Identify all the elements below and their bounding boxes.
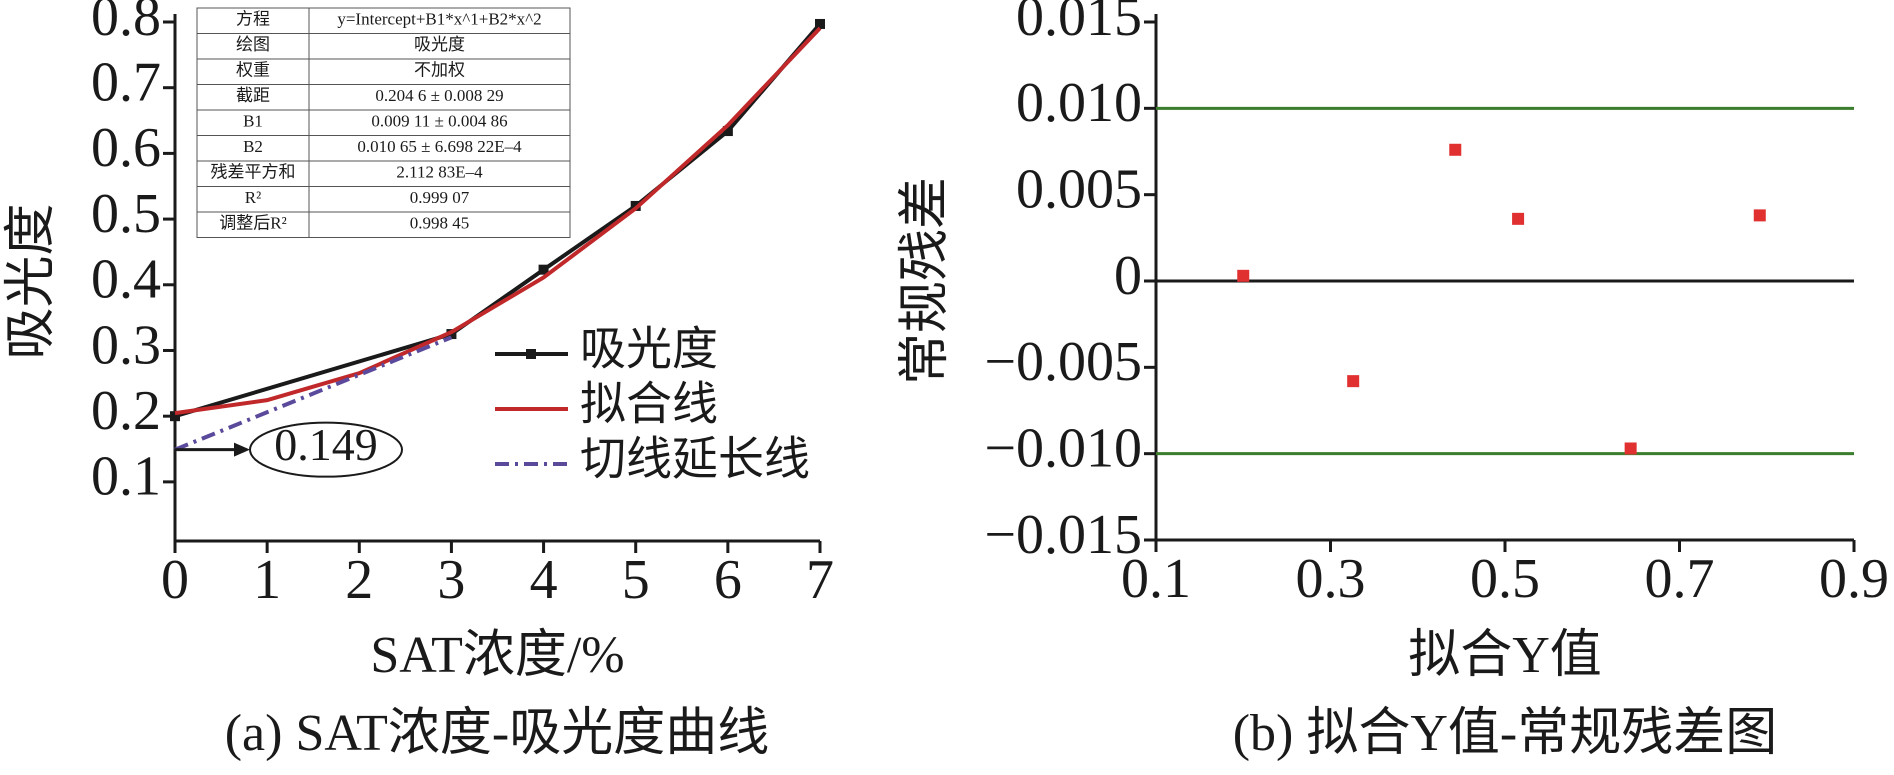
y-tick-label: 0.015: [1016, 0, 1142, 48]
x-tick-label: 0.9: [1819, 548, 1889, 610]
x-tick-label: 0: [161, 549, 189, 611]
point: [815, 18, 825, 29]
y-tick-label: 0.010: [1016, 72, 1142, 134]
y-tick-label: 0.1: [91, 446, 161, 508]
y-tick-label: −0.005: [984, 331, 1142, 393]
point: [1237, 269, 1250, 282]
table-cell: 吸光度: [414, 35, 465, 54]
series-line: [174, 335, 453, 452]
series-line: [174, 22, 822, 419]
x-tick-label: 5: [622, 549, 650, 611]
table-cell: 2.112 83E–4: [396, 163, 483, 182]
legend-marker: [526, 349, 536, 359]
x-tick-label: 1: [253, 549, 281, 611]
point: [1753, 209, 1766, 222]
x-tick-label: 7: [806, 549, 834, 611]
y-tick-label: 0.4: [91, 249, 161, 311]
y-tick-label: 0.6: [91, 117, 161, 179]
table-cell: 不加权: [414, 61, 465, 80]
y-tick-label: 0.7: [91, 52, 161, 114]
y-tick-label: 0.5: [91, 183, 161, 245]
x-tick-label: 0.3: [1296, 548, 1366, 610]
point: [722, 126, 733, 137]
table-cell: 0.999 07: [410, 188, 470, 207]
table-cell: y=Intercept+B1*x^1+B2*x^2: [337, 10, 541, 29]
chart: 0.10.20.30.40.50.60.70.8 0 1 2 3 4 5 6 7 SAT浓度/% 吸…: [3, 0, 834, 762]
table-cell: 绘图: [236, 35, 270, 54]
table-cell: R²: [245, 188, 261, 207]
legend-label: 切线延长线: [580, 434, 810, 485]
point: [1512, 212, 1525, 225]
y-tick-label: −0.015: [984, 504, 1142, 566]
table-cell: 残差平方和: [211, 163, 296, 182]
annotation-ellipse: [249, 421, 403, 478]
table-cell: B1: [243, 112, 263, 131]
y-tick-label: 0.3: [91, 314, 161, 376]
y-tick-label: 0.8: [91, 0, 161, 48]
table-cell: 0.009 11 ± 0.004 86: [371, 112, 507, 131]
x-axis-title: SAT浓度/%: [370, 627, 624, 684]
y-tick-label: −0.010: [984, 418, 1142, 480]
arrow-head: [234, 442, 250, 457]
x-tick-label: 2: [345, 549, 373, 611]
x-tick-label: 6: [714, 549, 742, 611]
x-tick-label: 3: [437, 549, 465, 611]
legend-label: 拟合线: [580, 379, 718, 430]
point: [1624, 442, 1637, 455]
table-cell: 方程: [236, 10, 270, 29]
y-axis-title: 吸光度: [3, 203, 60, 359]
point: [1449, 143, 1462, 156]
fit-table: [196, 7, 571, 238]
y-tick-label: 0: [1114, 245, 1142, 307]
y-tick-label: 0.2: [91, 380, 161, 442]
table-cell: 截距: [236, 86, 270, 105]
x-tick-label: 0.5: [1470, 548, 1540, 610]
point: [1347, 375, 1360, 388]
table-cell: 权重: [236, 61, 270, 80]
annotation-label: 0.149: [274, 419, 378, 470]
x-tick-label: 0.7: [1645, 548, 1715, 610]
table-cell: 0.010 65 ± 6.698 22E–4: [357, 137, 522, 156]
x-tick-label: 4: [530, 549, 558, 611]
table-cell: 调整后R²: [219, 214, 286, 233]
x-tick-label: 0.1: [1121, 548, 1191, 610]
table-cell: 0.998 45: [410, 214, 470, 233]
y-axis-title: 常规残差: [897, 177, 954, 385]
caption: (b) 拟合Y值-常规残差图: [1233, 705, 1778, 762]
point: [170, 411, 180, 422]
y-tick-label: 0.005: [1016, 159, 1142, 221]
table-cell: 0.204 6 ± 0.008 29: [375, 86, 503, 105]
legend-label: 吸光度: [580, 324, 718, 375]
x-axis-title: 拟合Y值: [1408, 627, 1602, 684]
table-cell: B2: [243, 137, 263, 156]
series-line: [174, 26, 822, 416]
point: [538, 264, 549, 275]
caption: (a) SAT浓度-吸光度曲线: [225, 705, 770, 762]
